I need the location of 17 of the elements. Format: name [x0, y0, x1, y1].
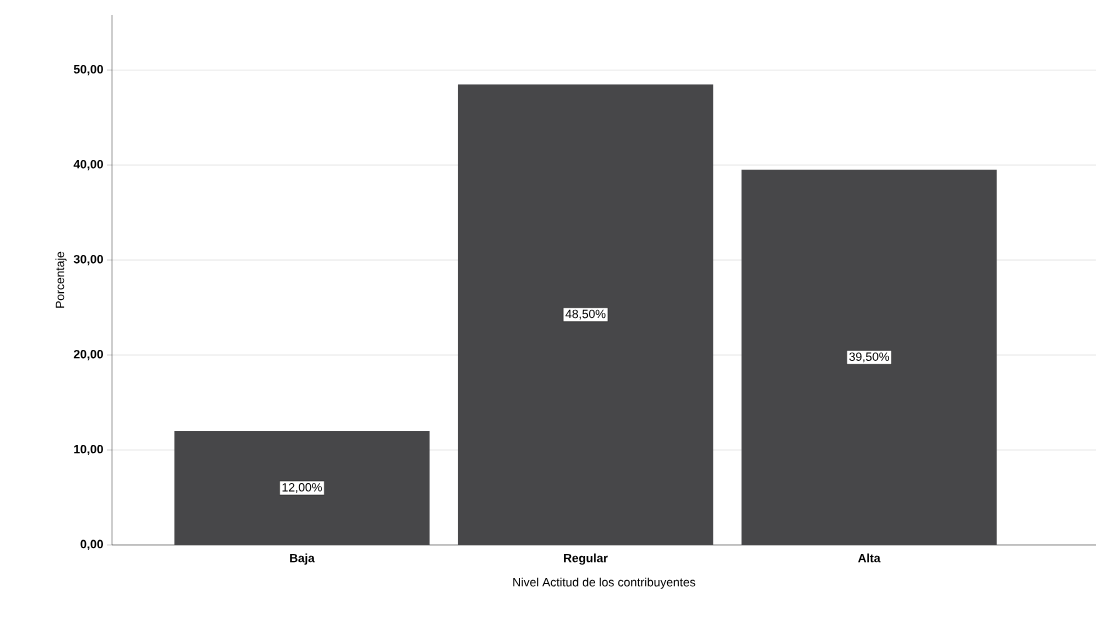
bar	[457, 84, 714, 545]
data-label: 39,50%	[849, 352, 890, 363]
x-tick-label: Regular	[564, 553, 608, 565]
x-tick-label: Baja	[290, 553, 315, 565]
x-axis-title: Nivel Actitud de los contribuyentes	[513, 577, 696, 589]
bar	[741, 169, 997, 545]
data-label: 12,00%	[282, 483, 322, 493]
y-tick-label: 50,00	[73, 64, 103, 76]
y-tick-label: 40,00	[73, 159, 103, 171]
bar	[174, 431, 430, 545]
y-tick-label: 20,00	[73, 349, 103, 361]
y-tick-label: 30,00	[73, 254, 103, 266]
y-tick-label: 10,00	[74, 444, 103, 456]
data-label: 48,50%	[565, 309, 606, 320]
x-tick-label: Alta	[858, 553, 881, 563]
y-axis-title: Porcentaje	[55, 251, 67, 308]
y-tick-label: 0,00	[80, 539, 103, 551]
